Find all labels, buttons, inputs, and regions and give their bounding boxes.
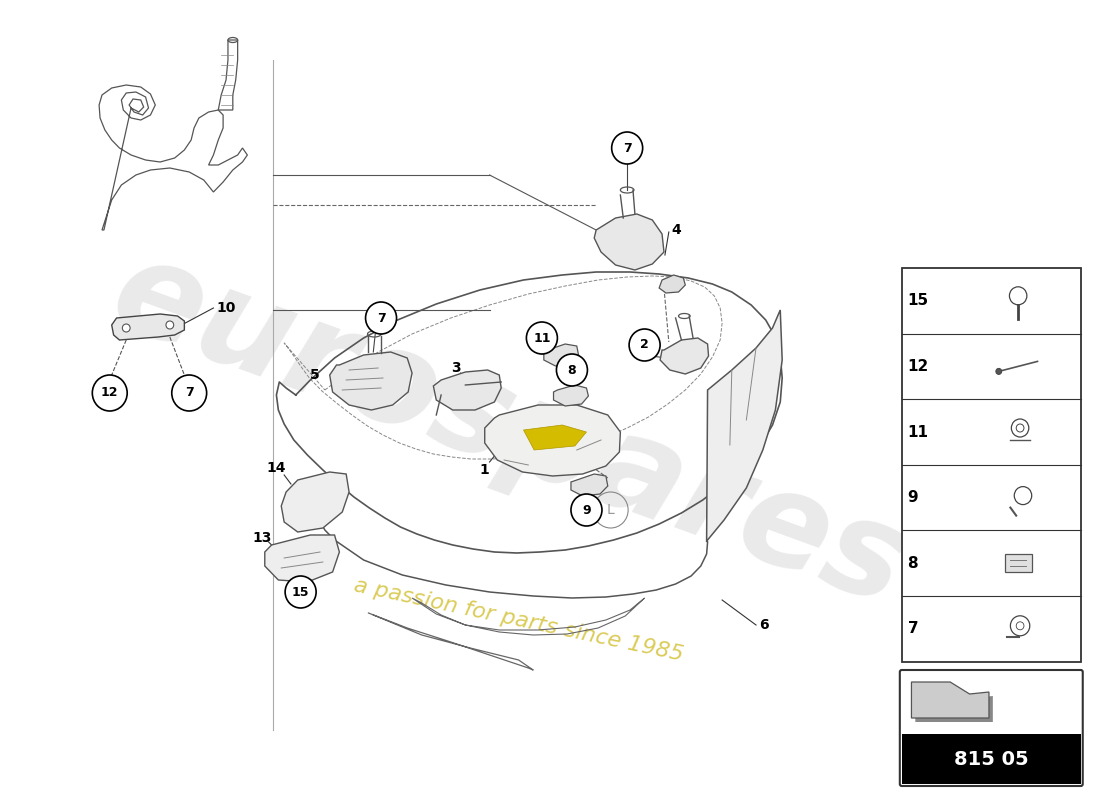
Text: 7: 7 — [908, 622, 918, 636]
Polygon shape — [282, 472, 349, 532]
Text: 1: 1 — [480, 463, 490, 477]
Bar — [902, 268, 1081, 662]
Polygon shape — [265, 535, 340, 582]
Bar — [902, 734, 1081, 784]
Text: 8: 8 — [908, 556, 918, 570]
Circle shape — [172, 375, 207, 411]
Polygon shape — [330, 352, 412, 410]
Text: 7: 7 — [623, 142, 631, 154]
Text: 5: 5 — [310, 368, 320, 382]
Polygon shape — [915, 686, 993, 722]
Text: 2: 2 — [640, 338, 649, 351]
Circle shape — [122, 324, 130, 332]
Text: 13: 13 — [252, 531, 272, 545]
Polygon shape — [594, 214, 664, 270]
Polygon shape — [660, 338, 708, 374]
Circle shape — [571, 494, 602, 526]
Text: 9: 9 — [582, 503, 591, 517]
Polygon shape — [433, 370, 502, 410]
Text: 815 05: 815 05 — [954, 750, 1028, 769]
Text: 9: 9 — [908, 490, 918, 505]
Text: eurospares: eurospares — [95, 227, 923, 633]
Text: 3: 3 — [451, 361, 461, 375]
Text: 14: 14 — [266, 461, 286, 475]
Polygon shape — [524, 425, 586, 450]
Text: 7: 7 — [376, 311, 385, 325]
Polygon shape — [571, 474, 608, 496]
Text: 15: 15 — [292, 586, 309, 598]
Text: 11: 11 — [534, 331, 551, 345]
Polygon shape — [706, 310, 782, 542]
Text: 7: 7 — [185, 386, 194, 399]
Polygon shape — [553, 385, 588, 406]
Circle shape — [92, 375, 128, 411]
Text: a passion for parts since 1985: a passion for parts since 1985 — [352, 575, 685, 665]
Text: 6: 6 — [759, 618, 769, 632]
FancyBboxPatch shape — [900, 670, 1082, 786]
Text: 15: 15 — [908, 294, 928, 308]
Circle shape — [527, 322, 558, 354]
Text: 12: 12 — [101, 386, 119, 399]
Text: 10: 10 — [217, 301, 235, 315]
Polygon shape — [543, 344, 579, 366]
Circle shape — [365, 302, 397, 334]
Circle shape — [996, 368, 1002, 374]
Circle shape — [557, 354, 587, 386]
Circle shape — [629, 329, 660, 361]
Polygon shape — [912, 682, 989, 718]
Text: 12: 12 — [908, 359, 928, 374]
Circle shape — [612, 132, 642, 164]
Text: L: L — [607, 503, 615, 517]
Circle shape — [285, 576, 316, 608]
Bar — [1004, 554, 1032, 572]
Text: 8: 8 — [568, 363, 576, 377]
Text: 4: 4 — [672, 223, 682, 237]
Polygon shape — [112, 314, 185, 340]
Polygon shape — [485, 405, 620, 476]
Polygon shape — [659, 275, 685, 293]
Circle shape — [166, 321, 174, 329]
Text: 11: 11 — [908, 425, 928, 439]
